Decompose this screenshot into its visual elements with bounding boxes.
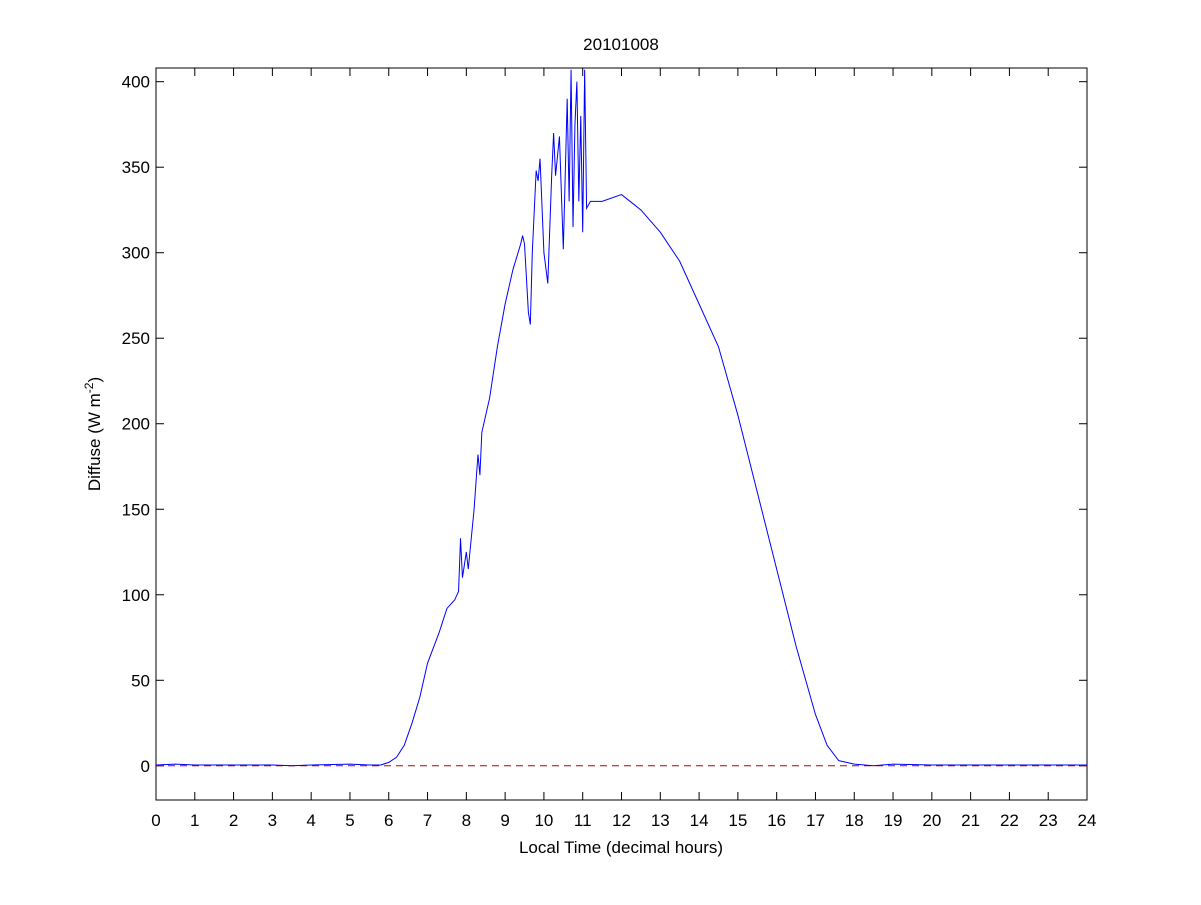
x-tick-label: 23 — [1039, 811, 1058, 830]
x-axis-label: Local Time (decimal hours) — [519, 838, 723, 857]
y-label-suffix: ) — [85, 377, 104, 383]
x-tick-label: 8 — [462, 811, 471, 830]
x-tick-label: 16 — [767, 811, 786, 830]
y-tick-label: 400 — [122, 73, 150, 92]
x-tick-label: 9 — [500, 811, 509, 830]
x-tick-label: 12 — [612, 811, 631, 830]
x-tick-label: 13 — [651, 811, 670, 830]
x-tick-label: 21 — [961, 811, 980, 830]
x-tick-label: 6 — [384, 811, 393, 830]
x-tick-label: 0 — [151, 811, 160, 830]
y-tick-label: 100 — [122, 586, 150, 605]
y-tick-label: 300 — [122, 244, 150, 263]
x-tick-label: 10 — [534, 811, 553, 830]
x-tick-label: 2 — [229, 811, 238, 830]
y-tick-label: 150 — [122, 500, 150, 519]
y-tick-label: 250 — [122, 329, 150, 348]
y-tick-label: 50 — [131, 671, 150, 690]
y-tick-label: 200 — [122, 415, 150, 434]
y-axis-label: Diffuse (W m-2) — [82, 377, 104, 491]
axes-box — [155, 67, 1088, 801]
data-line — [156, 69, 1087, 767]
x-tick-label: 14 — [690, 811, 709, 830]
y-tick-label: 350 — [122, 158, 150, 177]
x-tick-label: 4 — [306, 811, 315, 830]
x-tick-label: 5 — [345, 811, 354, 830]
y-label-text: Diffuse (W m — [85, 393, 104, 491]
x-tick-label: 11 — [574, 811, 592, 830]
x-tick-label: 18 — [845, 811, 864, 830]
x-tick-label: 17 — [806, 811, 825, 830]
x-tick-label: 24 — [1078, 811, 1097, 830]
y-tick-label: 0 — [141, 757, 150, 776]
x-tick-label: 20 — [922, 811, 941, 830]
x-tick-label: 22 — [1000, 811, 1019, 830]
x-tick-label: 3 — [268, 811, 277, 830]
y-label-superscript: -2 — [82, 382, 96, 393]
x-tick-label: 19 — [884, 811, 903, 830]
x-tick-label: 1 — [190, 811, 199, 830]
x-tick-label: 15 — [728, 811, 747, 830]
chart-title: 20101008 — [583, 35, 659, 54]
x-tick-label: 7 — [423, 811, 432, 830]
